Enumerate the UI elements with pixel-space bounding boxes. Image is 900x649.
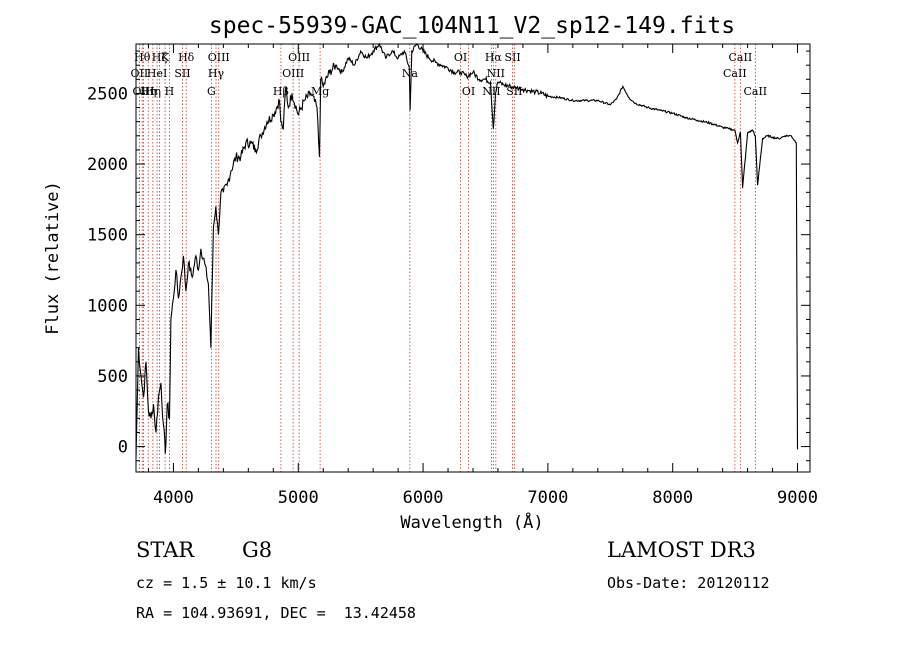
line-label: Hζ [152, 51, 168, 64]
survey-name: LAMOST DR3 [607, 538, 756, 562]
line-label: K [161, 51, 170, 64]
line-label: SII [504, 51, 520, 64]
line-label: Hη [140, 85, 156, 98]
object-subclass: G8 [242, 538, 273, 562]
x-tick-label: 8000 [652, 488, 693, 508]
line-label: Hδ [178, 51, 195, 64]
y-axis-ticks: 0 500 1000 1500 2000 2500 [87, 50, 810, 462]
plot-frame [135, 43, 811, 473]
line-label: HeI [147, 67, 167, 80]
line-label: OIII [132, 85, 154, 98]
x-tick-label: 7000 [527, 488, 568, 508]
line-label: OI [462, 85, 475, 98]
line-label: OI [454, 51, 467, 64]
line-label: OIII [208, 51, 230, 64]
y-tick-label: 500 [97, 367, 128, 387]
line-label: OIII [288, 51, 310, 64]
y-tick-label: 1500 [87, 226, 128, 246]
redshift-cz: cz = 1.5 ± 10.1 km/s [136, 574, 317, 592]
y-tick-label: 2000 [87, 155, 128, 175]
line-label: Hθ [134, 51, 151, 64]
line-label: CaII [729, 51, 753, 64]
spectrum-series-line [135, 42, 799, 458]
x-tick-label: 4000 [153, 488, 194, 508]
line-label: H [165, 85, 175, 98]
line-label: NII [487, 67, 505, 80]
x-axis-label: Wavelength (Å) [400, 511, 543, 533]
line-label: OII [131, 67, 149, 80]
y-tick-label: 2500 [87, 84, 128, 104]
line-label: Hα [485, 51, 503, 64]
line-label: SII [506, 85, 522, 98]
x-axis-ticks: 4000 5000 6000 7000 8000 9000 [147, 44, 818, 508]
y-tick-label: 1000 [87, 296, 128, 316]
line-label: CaII [723, 67, 747, 80]
line-label: Hη [145, 85, 161, 98]
line-label: Na [402, 67, 419, 80]
chart-title: spec-55939-GAC_104N11_V2_sp12-149.fits [209, 13, 735, 39]
line-label: OIII [282, 67, 304, 80]
x-tick-label: 9000 [777, 488, 818, 508]
ra-dec-coordinates: RA = 104.93691, DEC = 13.42458 [136, 604, 416, 622]
x-tick-label: 6000 [403, 488, 444, 508]
x-tick-label: 5000 [278, 488, 319, 508]
observation-date: Obs-Date: 20120112 [607, 574, 770, 592]
line-label: SII [174, 67, 190, 80]
spectral-line-labels: OIIHθOIIIHηHηHeIHζKHSIIHδGHγOIIIHβOIIIOI… [131, 51, 768, 98]
object-class: STAR [136, 538, 195, 562]
line-label: Hγ [208, 67, 225, 80]
y-axis-label: Flux (relative) [43, 181, 63, 335]
y-tick-label: 0 [118, 438, 128, 458]
spectral-line-markers [138, 44, 756, 472]
line-label: G [207, 85, 216, 98]
line-label: CaII [743, 85, 767, 98]
